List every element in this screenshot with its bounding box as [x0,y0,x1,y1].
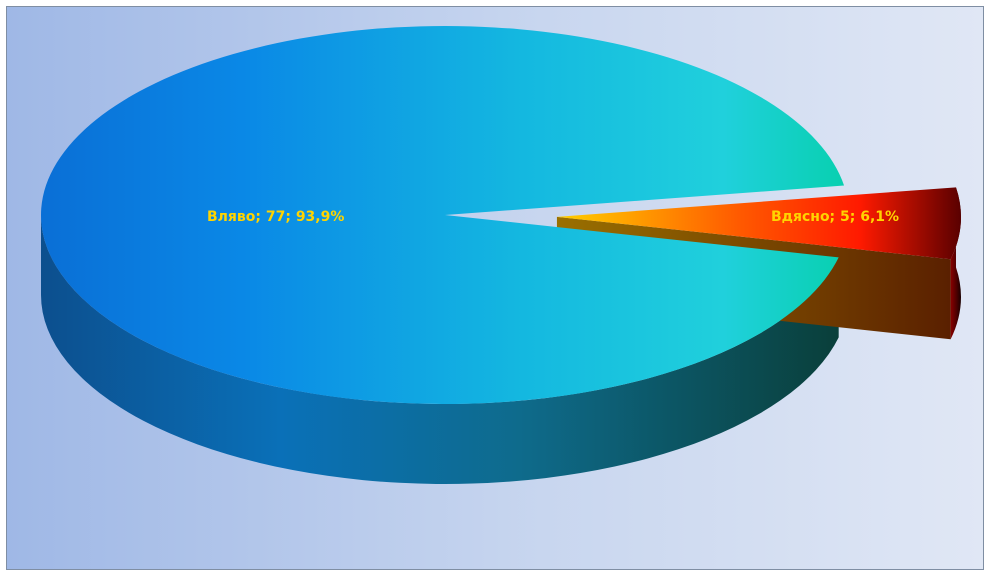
slice-label-vlyavo: Вляво; 77; 93,9% [207,209,344,225]
slice-label-vdyasno: Вдясно; 5; 6,1% [771,209,899,225]
slice-vdyasno [556,187,961,260]
slice-side-vlyavo [41,215,839,484]
pie-chart: Вляво; 77; 93,9% Вдясно; 5; 6,1% [40,25,961,484]
chart-area: Вляво; 77; 93,9% Вдясно; 5; 6,1% [6,6,984,570]
slice-vlyavo [40,25,845,404]
